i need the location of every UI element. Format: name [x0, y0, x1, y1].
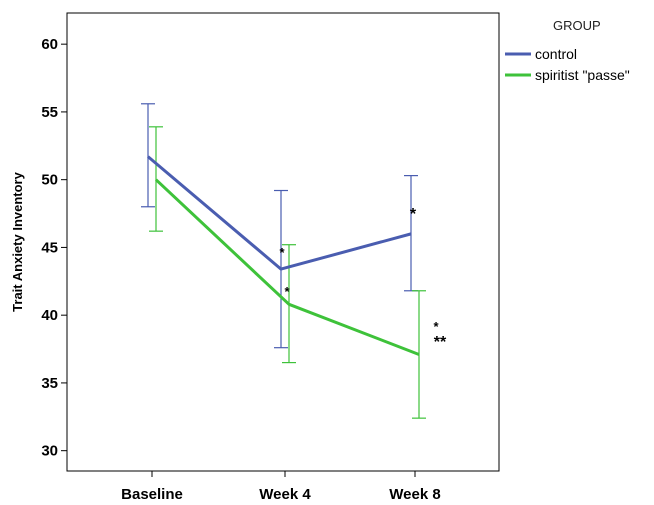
series-line	[147, 155, 412, 271]
series-lines	[147, 155, 420, 356]
y-tick-label: 50	[41, 172, 58, 189]
annotation-passe-week4: *	[284, 284, 290, 299]
y-tick-label: 60	[41, 36, 58, 53]
annotation-control-week8: *	[410, 206, 417, 223]
y-tick-label: 45	[41, 239, 58, 256]
significance-annotations: * * * * **	[279, 206, 447, 351]
legend-title: GROUP	[553, 18, 601, 33]
y-axis: 30 35 40 45 50 55 60	[41, 36, 67, 460]
series-line	[154, 178, 420, 356]
y-tick-label: 35	[41, 375, 58, 392]
x-tick-label: Week 8	[389, 486, 440, 503]
y-tick-label: 40	[41, 307, 58, 324]
legend-label-passe: spiritist "passe"	[535, 67, 630, 83]
x-tick-label: Baseline	[121, 486, 183, 503]
annotation-passe-week8-double: **	[434, 334, 447, 351]
x-axis: Baseline Week 4 Week 8	[121, 471, 441, 503]
annotation-control-week4: *	[279, 245, 285, 260]
error-bar	[149, 126, 163, 232]
plot-area	[66, 12, 500, 472]
y-tick-label: 55	[41, 104, 58, 121]
annotation-passe-week8-single: *	[433, 319, 439, 334]
x-tick-label: Week 4	[259, 486, 311, 503]
legend-label-control: control	[535, 46, 577, 62]
legend: GROUP control spiritist "passe"	[505, 18, 630, 83]
y-axis-label: Trait Anxiety Inventory	[10, 171, 25, 311]
error-bar	[141, 103, 155, 208]
y-tick-label: 30	[41, 443, 58, 460]
